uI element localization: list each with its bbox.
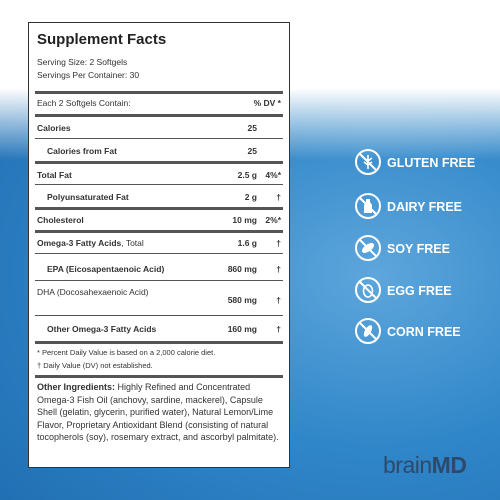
divider <box>35 184 283 185</box>
nutrient-amount: 10 mg <box>232 215 257 225</box>
badge-icon <box>355 149 381 175</box>
servings-per-container: Servings Per Container: 30 <box>37 70 140 80</box>
badge-icon <box>355 318 381 344</box>
divider <box>35 138 283 139</box>
nutrient-name: Polyunsaturated Fat <box>47 192 129 202</box>
logo: brainMD <box>383 452 467 479</box>
nutrient-name: Calories <box>37 123 71 133</box>
nutrient-dv: † <box>276 295 281 305</box>
nutrient-dv: † <box>276 238 281 248</box>
header-dv: % DV * <box>253 98 281 108</box>
badge-icon <box>355 277 381 303</box>
divider <box>35 315 283 316</box>
divider <box>35 230 283 233</box>
divider <box>35 280 283 281</box>
nutrient-name-bold: Omega-3 Fatty Acids <box>37 238 122 248</box>
footnote: * Percent Daily Value is based on a 2,00… <box>37 348 216 357</box>
nutrient-amount: 25 <box>247 146 257 156</box>
title: Supplement Facts <box>37 31 167 48</box>
nutrient-amount: 860 mg <box>227 264 257 274</box>
nutrient-name: Other Omega-3 Fatty Acids <box>47 324 157 334</box>
divider <box>35 114 283 117</box>
badge-label: GLUTEN FREE <box>387 156 476 170</box>
nutrient-name: Total Fat <box>37 170 72 180</box>
nutrient-amount: 25 <box>247 123 257 133</box>
badge-icon <box>355 193 381 219</box>
badge-label: EGG FREE <box>387 284 452 298</box>
nutrient-amount: 160 mg <box>227 324 257 334</box>
badge-label: SOY FREE <box>387 242 450 256</box>
nutrient-dv: † <box>276 264 281 274</box>
divider <box>35 253 283 254</box>
nutrient-name: Cholesterol <box>37 215 84 225</box>
nutrient-dv: † <box>276 324 281 334</box>
divider <box>35 91 283 94</box>
nutrient-amount: 2.5 g <box>237 170 257 180</box>
nutrient-dv: † <box>276 192 281 202</box>
nutrient-amount: 2 g <box>244 192 257 202</box>
nutrient-name: Calories from Fat <box>47 146 117 156</box>
logo-prefix: brain <box>383 452 432 478</box>
badge-icon <box>355 235 381 261</box>
divider <box>35 375 283 378</box>
serving-size: Serving Size: 2 Softgels <box>37 57 128 67</box>
divider <box>35 341 283 344</box>
supplement-facts-panel: Supplement Facts Serving Size: 2 Softgel… <box>28 22 290 468</box>
nutrient-name: EPA (Eicosapentaenoic Acid) <box>47 264 165 274</box>
nutrient-dv: 4%* <box>265 170 281 180</box>
footnote: † Daily Value (DV) not established. <box>37 361 153 370</box>
nutrient-amount: 580 mg <box>227 295 257 305</box>
badge-label: CORN FREE <box>387 325 461 339</box>
ingredients-heading: Other Ingredients: <box>37 382 116 392</box>
nutrient-amount: 1.6 g <box>237 238 257 248</box>
ingredients: Other Ingredients: Highly Refined and Co… <box>37 381 283 444</box>
divider <box>35 161 283 164</box>
nutrient-name: Omega-3 Fatty Acids, Total <box>37 238 144 248</box>
badge-label: DAIRY FREE <box>387 200 463 214</box>
divider <box>35 207 283 210</box>
nutrient-name-suffix: , Total <box>121 238 144 248</box>
nutrient-name: DHA (Docosahexaenoic Acid) <box>37 287 149 297</box>
logo-suffix: MD <box>431 452 467 478</box>
nutrient-dv: 2%* <box>265 215 281 225</box>
ingredients-text: Highly Refined and Concentrated Omega-3 … <box>37 382 279 442</box>
header-label: Each 2 Softgels Contain: <box>37 98 131 108</box>
